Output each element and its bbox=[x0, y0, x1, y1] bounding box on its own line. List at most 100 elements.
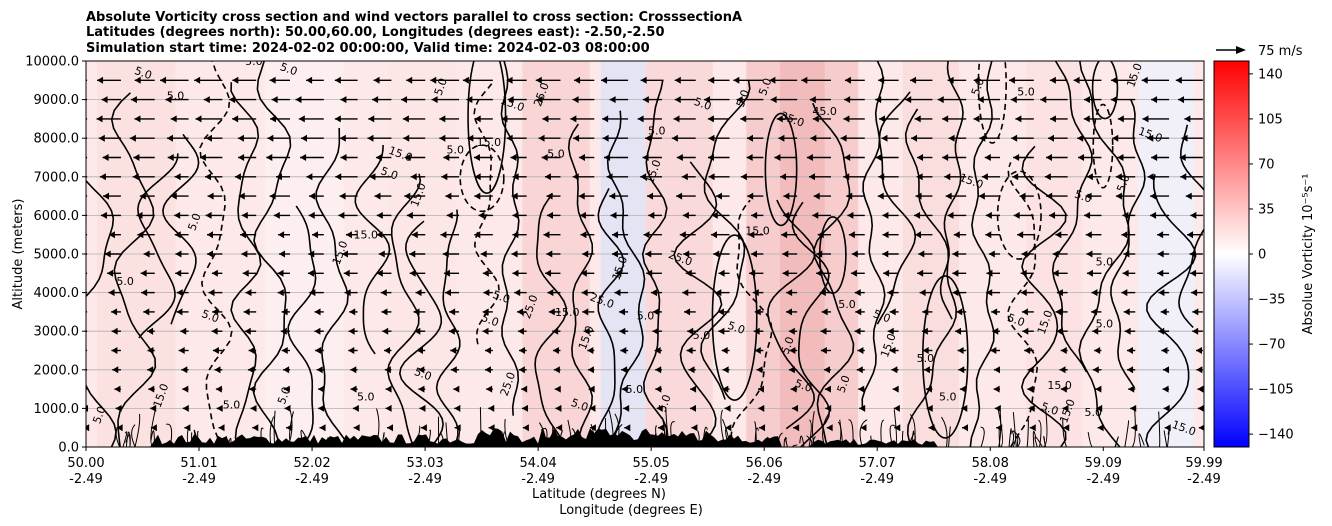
wind-arrow bbox=[271, 96, 290, 104]
wind-arrow bbox=[273, 211, 290, 219]
wind-arrow-head bbox=[1117, 115, 1124, 123]
wind-arrow-head bbox=[454, 404, 461, 412]
wind-arrow bbox=[553, 366, 561, 374]
terrain-scribble bbox=[941, 416, 948, 447]
wind-arrow-head bbox=[376, 269, 383, 277]
wind-arrow-head bbox=[958, 366, 965, 374]
wind-arrow-head bbox=[266, 154, 273, 161]
wind-arrow-head bbox=[955, 327, 962, 335]
wind-arrow bbox=[367, 134, 392, 142]
wind-arrow-head bbox=[618, 308, 625, 316]
wind-arrow-head bbox=[1192, 308, 1199, 316]
wind-arrow bbox=[847, 211, 865, 219]
wind-arrow bbox=[682, 289, 696, 297]
wind-arrow-head bbox=[1122, 269, 1129, 277]
wind-arrow bbox=[1092, 327, 1102, 335]
wind-arrow bbox=[112, 366, 121, 374]
wind-arrow bbox=[376, 269, 392, 277]
wind-arrow-head bbox=[994, 404, 1001, 412]
wind-arrow bbox=[809, 96, 831, 104]
wind-arrow bbox=[474, 115, 493, 123]
wind-arrow-head bbox=[783, 192, 790, 200]
x-tick-label-lon: -2.49 bbox=[69, 472, 103, 487]
wind-arrow-head bbox=[1015, 115, 1022, 123]
wind-arrow bbox=[1198, 424, 1204, 431]
wind-arrow-head bbox=[986, 269, 993, 277]
wind-arrow bbox=[889, 308, 899, 316]
wind-arrow-head bbox=[985, 211, 992, 219]
wind-arrow-head bbox=[206, 231, 213, 239]
wind-arrow bbox=[462, 76, 493, 84]
wind-arrow-head bbox=[96, 115, 103, 123]
wind-arrow-head bbox=[512, 231, 519, 239]
wind-arrow bbox=[232, 115, 257, 123]
wind-arrow bbox=[86, 311, 88, 313]
x-tick-label-lat: 57.07 bbox=[859, 456, 896, 471]
wind-arrow bbox=[770, 96, 798, 104]
wind-arrow bbox=[1091, 289, 1102, 297]
x-tick-label-lat: 59.09 bbox=[1085, 456, 1122, 471]
wind-arrow-head bbox=[420, 424, 427, 432]
wind-arrow-head bbox=[167, 154, 174, 161]
wind-arrow-head bbox=[450, 366, 457, 374]
contour-loop bbox=[977, 61, 1007, 144]
terrain-scribble bbox=[808, 419, 812, 447]
wind-arrow bbox=[554, 385, 561, 393]
terrain-scribble bbox=[1131, 407, 1136, 447]
wind-arrow bbox=[111, 347, 121, 354]
wind-arrow bbox=[134, 76, 155, 84]
wind-arrow-head bbox=[443, 154, 450, 161]
wind-arrow-head bbox=[350, 385, 357, 393]
wind-arrow-head bbox=[1084, 211, 1091, 219]
wind-arrow-head bbox=[825, 404, 832, 412]
wind-arrow-head bbox=[170, 192, 177, 200]
wind-arrow-head bbox=[655, 385, 662, 393]
wind-arrow-head bbox=[74, 231, 80, 238]
wind-arrow bbox=[238, 154, 257, 161]
wind-arrow bbox=[541, 154, 561, 161]
wind-arrow bbox=[816, 269, 831, 277]
wind-arrow bbox=[681, 173, 696, 181]
wind-arrow bbox=[402, 115, 426, 123]
wind-arrow bbox=[111, 327, 121, 335]
wind-arrow bbox=[685, 269, 696, 277]
wind-arrow-head bbox=[875, 96, 882, 104]
wind-arrow-head bbox=[992, 327, 999, 335]
terrain-scribble bbox=[784, 437, 788, 447]
wind-arrow-head bbox=[1060, 385, 1067, 393]
wind-arrow bbox=[657, 424, 664, 432]
wind-arrow-head bbox=[1158, 327, 1165, 335]
wind-arrow-head bbox=[148, 385, 155, 393]
contour-label: 5.0 bbox=[656, 393, 674, 414]
wind-arrow-head bbox=[657, 424, 664, 432]
wind-arrow bbox=[137, 231, 155, 239]
wind-arrow-head bbox=[139, 192, 146, 200]
wind-arrow bbox=[602, 115, 629, 123]
wind-arrow bbox=[1192, 327, 1203, 335]
wind-arrow-head bbox=[721, 347, 728, 354]
wind-arrow bbox=[178, 347, 189, 354]
wind-arrow bbox=[473, 154, 493, 161]
contour-line bbox=[1051, 61, 1093, 373]
terrain-scribble bbox=[870, 435, 873, 447]
wind-arrow bbox=[418, 366, 426, 374]
wind-arrow-head bbox=[116, 424, 123, 432]
wind-arrow-head bbox=[1127, 366, 1134, 374]
terrain-scribble bbox=[539, 422, 546, 447]
terrain-scribble bbox=[269, 416, 275, 447]
wind-arrow bbox=[344, 289, 358, 297]
wind-arrow-head bbox=[300, 154, 307, 161]
wind-arrow bbox=[648, 211, 662, 219]
wind-arrow bbox=[280, 327, 290, 335]
terrain-scribble bbox=[1012, 412, 1017, 447]
wind-arrow-head bbox=[812, 115, 819, 123]
wind-arrow bbox=[484, 366, 493, 374]
wind-arrow-head bbox=[882, 231, 889, 239]
wind-arrow bbox=[1056, 289, 1068, 297]
wind-arrow-head bbox=[1028, 404, 1035, 412]
wind-arrow bbox=[147, 347, 155, 354]
wind-arrow-head bbox=[107, 269, 114, 277]
wind-arrow bbox=[252, 424, 259, 432]
wind-arrow bbox=[482, 327, 493, 335]
